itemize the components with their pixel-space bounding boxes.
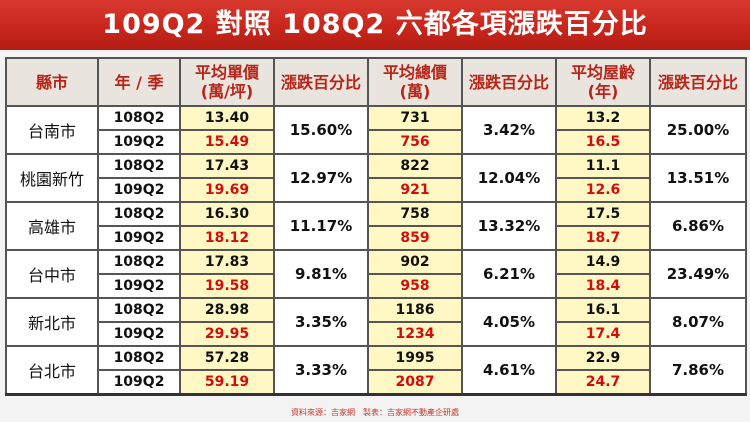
period-curr: 109Q2 [97, 321, 181, 347]
unit-price-curr: 19.58 [179, 273, 275, 299]
unit-price-pct: 15.60% [273, 105, 369, 155]
table-row: 台南市 108Q2 13.40 15.60% 731 3.42% 13.2 25.00% [5, 105, 747, 155]
unit-price-curr: 19.69 [179, 177, 275, 203]
age-curr: 16.5 [555, 129, 651, 155]
header-total-price: 平均總價 (萬) [367, 57, 463, 107]
period-curr: 109Q2 [97, 369, 181, 396]
age-curr: 18.4 [555, 273, 651, 299]
total-price-prev: 1186 [367, 297, 463, 323]
total-price-pct: 3.42% [461, 105, 557, 155]
city-cell: 台中市 [5, 249, 99, 299]
table-row: 109Q2 19.69 921 12.6 [6, 177, 746, 203]
unit-price-prev: 13.40 [179, 105, 275, 131]
header-unit-price: 平均單價 (萬/坪) [179, 57, 275, 107]
total-price-prev: 731 [367, 105, 463, 131]
table-row: 109Q2 19.58 958 18.4 [6, 273, 746, 299]
age-prev: 17.5 [555, 201, 651, 227]
period-curr: 109Q2 [97, 177, 181, 203]
header-total-price-pct: 漲跌百分比 [461, 57, 557, 107]
age-pct: 13.51% [649, 153, 747, 203]
header-age: 平均屋齡 (年) [555, 57, 651, 107]
city-cell: 台北市 [5, 345, 99, 396]
unit-price-pct: 11.17% [273, 201, 369, 251]
table-row: 109Q2 15.49 756 16.5 [6, 129, 746, 155]
header-city: 縣市 [5, 57, 99, 107]
age-pct: 25.00% [649, 105, 747, 155]
age-pct: 7.86% [649, 345, 747, 396]
unit-price-pct: 12.97% [273, 153, 369, 203]
table-row: 109Q2 18.12 859 18.7 [6, 225, 746, 251]
header-row: 縣市 年 / 季 平均單價 (萬/坪) 漲跌百分比 平均總價 (萬) 漲跌百分比… [5, 57, 747, 107]
total-price-curr: 921 [367, 177, 463, 203]
table-row: 高雄市 108Q2 16.30 11.17% 758 13.32% 17.5 6.86% [5, 201, 747, 251]
unit-price-curr: 15.49 [179, 129, 275, 155]
unit-price-prev: 17.43 [179, 153, 275, 179]
unit-price-curr: 18.12 [179, 225, 275, 251]
city-cell: 新北市 [5, 297, 99, 347]
unit-price-curr: 59.19 [179, 369, 275, 396]
source-note: 資料來源：吉家網 製表：吉家網不動產企研處 [291, 408, 459, 417]
table-row: 新北市 108Q2 28.98 3.35% 1186 4.05% 16.1 8.07% [5, 297, 747, 347]
age-curr: 18.7 [555, 225, 651, 251]
page-title: 109Q2 對照 108Q2 六都各項漲跌百分比 [0, 0, 750, 50]
age-prev: 14.9 [555, 249, 651, 275]
total-price-prev: 1995 [367, 345, 463, 371]
unit-price-pct: 3.33% [273, 345, 369, 396]
age-curr: 12.6 [555, 177, 651, 203]
unit-price-pct: 3.35% [273, 297, 369, 347]
unit-price-prev: 57.28 [179, 345, 275, 371]
comparison-table-wrap: 縣市 年 / 季 平均單價 (萬/坪) 漲跌百分比 平均總價 (萬) 漲跌百分比… [5, 57, 747, 396]
total-price-curr: 958 [367, 273, 463, 299]
total-price-curr: 859 [367, 225, 463, 251]
period-prev: 108Q2 [97, 345, 181, 371]
total-price-pct: 4.05% [461, 297, 557, 347]
total-price-prev: 822 [367, 153, 463, 179]
total-price-pct: 13.32% [461, 201, 557, 251]
header-period: 年 / 季 [97, 57, 181, 107]
period-prev: 108Q2 [97, 201, 181, 227]
table-row: 109Q2 59.19 2087 24.7 [6, 369, 746, 396]
age-prev: 22.9 [555, 345, 651, 371]
unit-price-pct: 9.81% [273, 249, 369, 299]
age-pct: 23.49% [649, 249, 747, 299]
period-prev: 108Q2 [97, 105, 181, 131]
period-prev: 108Q2 [97, 297, 181, 323]
unit-price-curr: 29.95 [179, 321, 275, 347]
total-price-pct: 4.61% [461, 345, 557, 396]
unit-price-prev: 16.30 [179, 201, 275, 227]
city-cell: 桃園新竹 [5, 153, 99, 203]
header-age-pct: 漲跌百分比 [649, 57, 747, 107]
age-pct: 6.86% [649, 201, 747, 251]
city-cell: 台南市 [5, 105, 99, 155]
unit-price-prev: 28.98 [179, 297, 275, 323]
age-prev: 13.2 [555, 105, 651, 131]
period-prev: 108Q2 [97, 249, 181, 275]
age-curr: 24.7 [555, 369, 651, 396]
table-body: 台南市 108Q2 13.40 15.60% 731 3.42% 13.2 25.00% 109… [5, 105, 747, 396]
period-curr: 109Q2 [97, 273, 181, 299]
header-unit-price-pct: 漲跌百分比 [273, 57, 369, 107]
total-price-pct: 12.04% [461, 153, 557, 203]
period-curr: 109Q2 [97, 129, 181, 155]
total-price-prev: 902 [367, 249, 463, 275]
age-pct: 8.07% [649, 297, 747, 347]
total-price-curr: 2087 [367, 369, 463, 396]
unit-price-prev: 17.83 [179, 249, 275, 275]
city-cell: 高雄市 [5, 201, 99, 251]
total-price-pct: 6.21% [461, 249, 557, 299]
age-prev: 16.1 [555, 297, 651, 323]
total-price-curr: 1234 [367, 321, 463, 347]
period-curr: 109Q2 [97, 225, 181, 251]
table-row: 桃園新竹 108Q2 17.43 12.97% 822 12.04% 11.1 13.51% [5, 153, 747, 203]
total-price-curr: 756 [367, 129, 463, 155]
total-price-prev: 758 [367, 201, 463, 227]
table-row: 台中市 108Q2 17.83 9.81% 902 6.21% 14.9 23.49% [5, 249, 747, 299]
age-prev: 11.1 [555, 153, 651, 179]
table-row: 台北市 108Q2 57.28 3.33% 1995 4.61% 22.9 7.86% [5, 345, 747, 396]
period-prev: 108Q2 [97, 153, 181, 179]
table-row: 109Q2 29.95 1234 17.4 [6, 321, 746, 347]
comparison-table: 縣市 年 / 季 平均單價 (萬/坪) 漲跌百分比 平均總價 (萬) 漲跌百分比… [5, 57, 747, 396]
age-curr: 17.4 [555, 321, 651, 347]
